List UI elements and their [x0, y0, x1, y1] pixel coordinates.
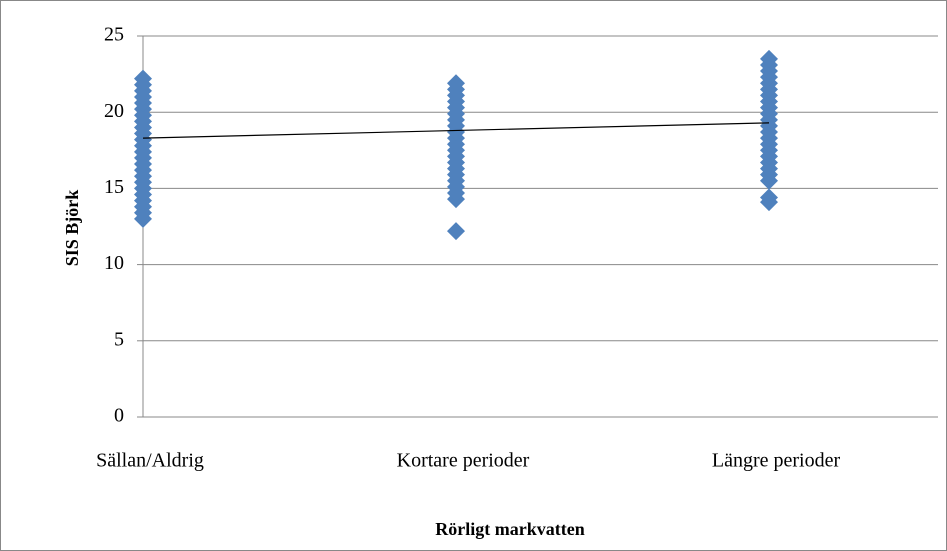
y-tick-label: 10 [104, 252, 124, 274]
x-tick-label: Längre perioder [712, 450, 841, 472]
point [447, 222, 465, 241]
point [760, 188, 778, 207]
y-tick-label: 0 [114, 405, 124, 427]
y-tick-label: 20 [104, 100, 124, 122]
trendline [142, 122, 770, 139]
point [760, 49, 778, 68]
y-axis-title: SIS Björk [62, 190, 82, 267]
y-tick-label: 25 [104, 24, 124, 46]
y-tick-label: 5 [114, 328, 124, 350]
x-tick-label: Kortare perioder [397, 450, 530, 472]
y-tick-label: 15 [104, 176, 124, 198]
x-axis-title: Rörligt markvatten [435, 519, 584, 539]
point [447, 74, 465, 93]
x-tick-label: Sällan/Aldrig [96, 450, 204, 472]
point [134, 69, 152, 88]
